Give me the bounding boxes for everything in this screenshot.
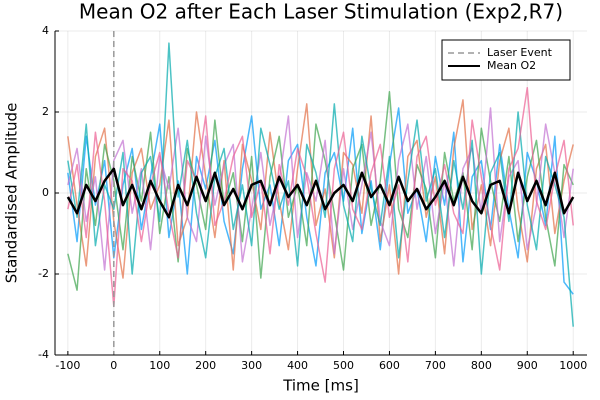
x-tick-label: 600 [379, 359, 400, 372]
x-axis-label: Time [ms] [282, 377, 359, 395]
y-tick-label: -2 [38, 267, 49, 280]
x-tick-label: 0 [110, 359, 117, 372]
x-tick-label: 900 [517, 359, 538, 372]
legend-label: Mean O2 [487, 59, 536, 72]
x-tick-label: 700 [425, 359, 446, 372]
y-tick-label: 4 [42, 24, 49, 37]
trace-line [67, 91, 574, 291]
y-tick-label: -4 [38, 348, 49, 361]
trace-line [67, 99, 574, 279]
x-tick-label: 200 [195, 359, 216, 372]
x-tick-label: 1000 [559, 359, 587, 372]
x-tick-label: 400 [287, 359, 308, 372]
mean-line [66, 167, 575, 219]
x-tick-label: -100 [55, 359, 80, 372]
chart-title: Mean O2 after Each Laser Stimulation (Ex… [79, 0, 563, 24]
legend-box [441, 39, 571, 81]
x-tick-label: 800 [471, 359, 492, 372]
y-axis-label: Standardised Amplitude [3, 103, 21, 284]
x-tick-label: 300 [241, 359, 262, 372]
trace-line [67, 107, 574, 271]
trace-line [67, 86, 574, 308]
y-tick-label: 0 [42, 186, 49, 199]
x-tick-label: 500 [333, 359, 354, 372]
legend-label: Laser Event [487, 46, 553, 59]
x-tick-label: 100 [149, 359, 170, 372]
y-tick-label: 2 [42, 105, 49, 118]
